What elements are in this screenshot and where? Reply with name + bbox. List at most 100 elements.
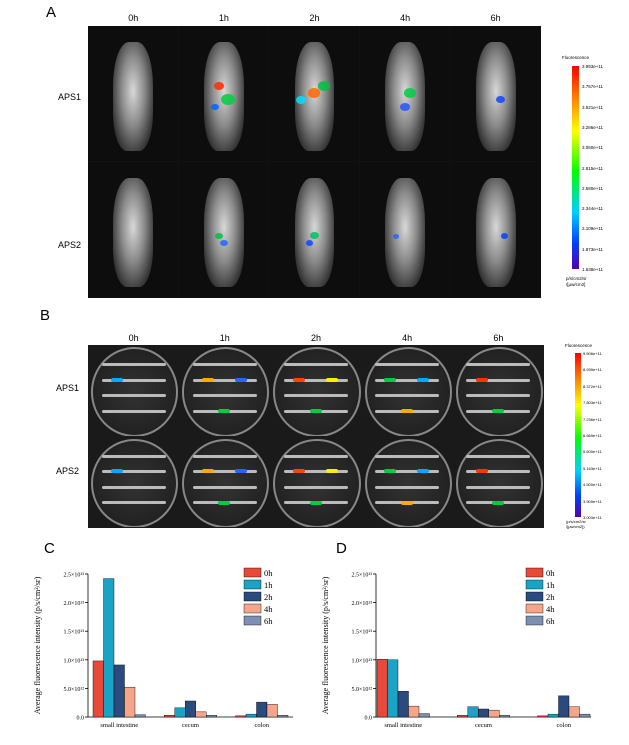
intestine-loop [466,378,531,382]
fluorescence-spot [214,82,225,91]
intestine-loop [466,394,531,398]
intestine-loop [101,394,166,398]
fluorescence-spot [309,500,322,505]
petri-dish [273,438,361,527]
fluorescence-spot [110,377,123,382]
bar [256,701,268,718]
bar [499,715,510,718]
intestine-loop [101,485,166,489]
legend-swatch [243,591,262,602]
panel-a-colorbar [572,66,579,269]
fluorescence-spot [403,88,416,98]
colorbar-tick-label: 3.909e+11 [583,498,602,504]
fluorescence-spot [400,500,413,505]
mouse-image [178,162,269,297]
unit-line: (p/s/cm2/sr [566,519,586,524]
panel-a-row-label: APS1 [58,92,82,102]
bar [408,705,420,718]
bar [537,715,549,718]
legend-swatch [243,579,262,590]
mouse-image [269,162,359,297]
y-tick-label: 0.0 [365,716,373,722]
legend-label: 0h [264,568,273,578]
x-tick-label: small intestine [384,722,422,729]
intestine-image [361,436,452,527]
panel-a-image-grid [88,26,541,298]
y-tick-label: 1.5×10¹³ [352,630,373,636]
mouse-silhouette [385,178,426,288]
bar [467,706,479,718]
panel-d-label: D [336,540,347,557]
y-tick-label: 2.0×10¹³ [352,601,373,607]
fluorescence-spot [492,500,504,505]
legend-label: 2h [546,592,555,602]
legend-swatch [525,591,544,602]
mouse-image [450,162,540,297]
fluorescence-spot [308,88,321,98]
intestine-loop [192,470,257,474]
legend-label: 0h [546,568,555,578]
panel-a-row-label: APS2 [58,240,82,250]
fluorescence-spot [495,96,505,104]
x-tick-label: colon [255,722,270,729]
panel-b-label: B [40,307,51,324]
bar [185,700,196,718]
intestine-loop [466,363,531,367]
bar [174,707,186,718]
bar [277,715,289,718]
y-tick-label: 2.0×10¹³ [64,601,85,607]
intestine-loop [466,454,531,458]
petri-dish [364,438,452,527]
intestine-loop [192,363,257,367]
panel-b-colorbar-unit: (p/s/cm2/sr /[µw/cm2]) [566,519,586,529]
intestine-loop [375,454,440,458]
intestine-image [361,345,452,436]
panel-a-col-label: 4h [400,13,411,23]
panel-a-col-label: 0h [128,13,139,23]
fluorescence-spot [218,409,231,414]
panel-b-col-label: 4h [402,333,413,343]
unit-line: p/s/cm2/sr [566,276,587,281]
panel-b-colorbar-title: Fluorescence [565,343,593,348]
intestine-loop [101,409,166,413]
panel-b-colorbar [575,353,581,517]
intestine-image [270,436,361,527]
colorbar-tick-label: 8.372e+11 [583,383,602,389]
intestine-loop [101,363,166,367]
legend-swatch [525,567,544,578]
mouse-silhouette [475,42,516,152]
fluorescence-spot [501,233,509,239]
intestine-image [179,436,270,527]
intestine-image [88,345,179,436]
bar [478,708,489,718]
panel-a-colorbar-unit: p/s/cm2/sr /[µw/cm2] [566,276,587,288]
y-tick-label: 1.0×10¹³ [64,658,85,664]
intestine-loop [192,454,257,458]
colorbar-tick-label: 6.669e+11 [583,433,602,438]
intestine-loop [466,470,531,474]
bar [547,713,559,718]
mouse-image [269,26,359,161]
intestine-image [452,436,543,527]
intestine-image [179,345,270,436]
fluorescence-spot [234,469,247,474]
x-tick-label: colon [557,722,572,729]
petri-dish [182,347,270,436]
petri-dish [273,347,361,436]
fluorescence-spot [306,240,314,246]
intestine-loop [192,394,257,398]
fluorescence-spot [110,469,123,474]
mouse-image [450,26,540,161]
legend-label: 6h [546,616,555,626]
bar [488,709,500,718]
fluorescence-spot [215,232,224,240]
fluorescence-spot [309,232,319,240]
legend-label: 1h [546,580,555,590]
fluorescence-spot [293,377,306,382]
legend-swatch [243,567,262,578]
x-tick-label: small intestine [100,722,138,729]
legend-swatch [525,579,544,590]
intestine-loop [466,485,531,489]
colorbar-tick-label: 2.580e+11 [582,185,604,191]
fluorescence-spot [384,469,397,474]
